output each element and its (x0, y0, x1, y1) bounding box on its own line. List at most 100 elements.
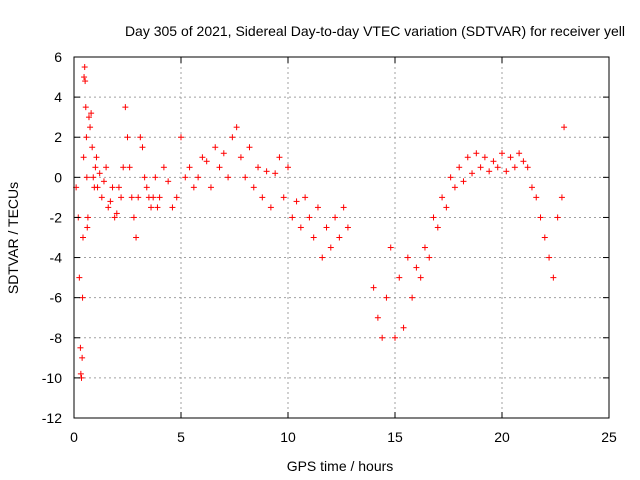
data-point (370, 284, 377, 291)
data-point (434, 224, 441, 231)
data-point (426, 254, 433, 261)
data-point (85, 114, 92, 121)
data-point (83, 134, 90, 141)
data-point (237, 154, 244, 161)
data-point (392, 334, 398, 341)
y-tick-label: 4 (54, 89, 62, 105)
data-point (81, 64, 88, 71)
x-tick-label: 25 (601, 429, 617, 445)
y-tick-labels: -12 -10 -8 -6 -4 -2 0 2 4 6 (42, 49, 62, 426)
y-tick-label: -6 (50, 290, 63, 306)
data-point (120, 164, 127, 171)
data-point (88, 110, 95, 117)
data-point (533, 194, 540, 201)
data-point (451, 184, 458, 191)
data-point (80, 154, 87, 161)
data-point (207, 184, 214, 191)
data-point (464, 154, 471, 161)
data-point (122, 104, 129, 111)
data-point (154, 204, 161, 211)
data-point (383, 294, 390, 301)
data-point (280, 194, 287, 201)
data-point (267, 204, 274, 211)
data-point (554, 214, 561, 221)
data-points (73, 64, 568, 381)
data-point (550, 274, 557, 281)
data-point (374, 314, 381, 321)
data-point (558, 194, 565, 201)
data-point (246, 144, 253, 151)
data-point (516, 150, 523, 157)
data-point (160, 164, 167, 171)
x-tick-labels: 0 5 10 15 20 25 (70, 429, 617, 445)
data-point (173, 194, 180, 201)
data-point (212, 144, 219, 151)
chart-title: Day 305 of 2021, Sidereal Day-to-day VTE… (125, 23, 625, 39)
data-point (81, 74, 88, 81)
data-point (469, 170, 476, 177)
data-point (494, 164, 501, 171)
data-point (199, 154, 206, 161)
data-point (90, 174, 97, 181)
data-point (460, 178, 467, 185)
data-point (387, 244, 394, 251)
data-point (546, 254, 553, 261)
data-point (82, 78, 89, 85)
data-point (100, 178, 107, 185)
data-point (486, 168, 493, 175)
data-point (79, 294, 86, 301)
data-point (133, 234, 140, 241)
data-point (430, 214, 437, 221)
data-point (186, 164, 193, 171)
x-tick-label: 10 (280, 429, 296, 445)
data-point (396, 274, 403, 281)
data-point (417, 274, 424, 281)
data-point (490, 158, 497, 165)
data-point (447, 174, 454, 181)
data-point (379, 334, 386, 341)
data-point (404, 254, 411, 261)
data-point (524, 164, 531, 171)
x-axis-label: GPS time / hours (287, 458, 394, 474)
data-point (259, 194, 266, 201)
data-point (130, 214, 137, 221)
data-point (255, 164, 262, 171)
data-point (314, 204, 321, 211)
data-point (124, 134, 131, 141)
data-point (141, 174, 148, 181)
x-tick-label: 5 (177, 429, 185, 445)
data-point (77, 370, 84, 377)
data-point (323, 224, 330, 231)
data-point (285, 164, 291, 171)
data-point (233, 124, 240, 131)
data-point (503, 168, 510, 175)
data-point (190, 184, 197, 191)
data-point (520, 158, 527, 165)
data-point (96, 170, 103, 177)
data-point (178, 134, 184, 141)
x-tick-label: 15 (387, 429, 403, 445)
data-point (135, 194, 142, 201)
data-point (76, 274, 83, 281)
data-point (139, 144, 146, 151)
data-point (98, 194, 105, 201)
data-point (499, 150, 505, 157)
data-point (511, 164, 518, 171)
data-point (103, 164, 110, 171)
data-point (481, 154, 488, 161)
data-point (216, 164, 223, 171)
data-point (82, 104, 89, 111)
data-point (77, 344, 84, 351)
data-point (250, 184, 257, 191)
data-point (126, 164, 133, 171)
data-point (276, 154, 283, 161)
y-tick-label: -10 (42, 370, 62, 386)
axis-ticks (73, 56, 610, 419)
y-tick-label: -2 (50, 209, 63, 225)
data-point (336, 234, 343, 241)
data-point (537, 214, 544, 221)
y-tick-label: -8 (50, 330, 63, 346)
data-point (105, 204, 112, 211)
data-point (477, 164, 484, 171)
